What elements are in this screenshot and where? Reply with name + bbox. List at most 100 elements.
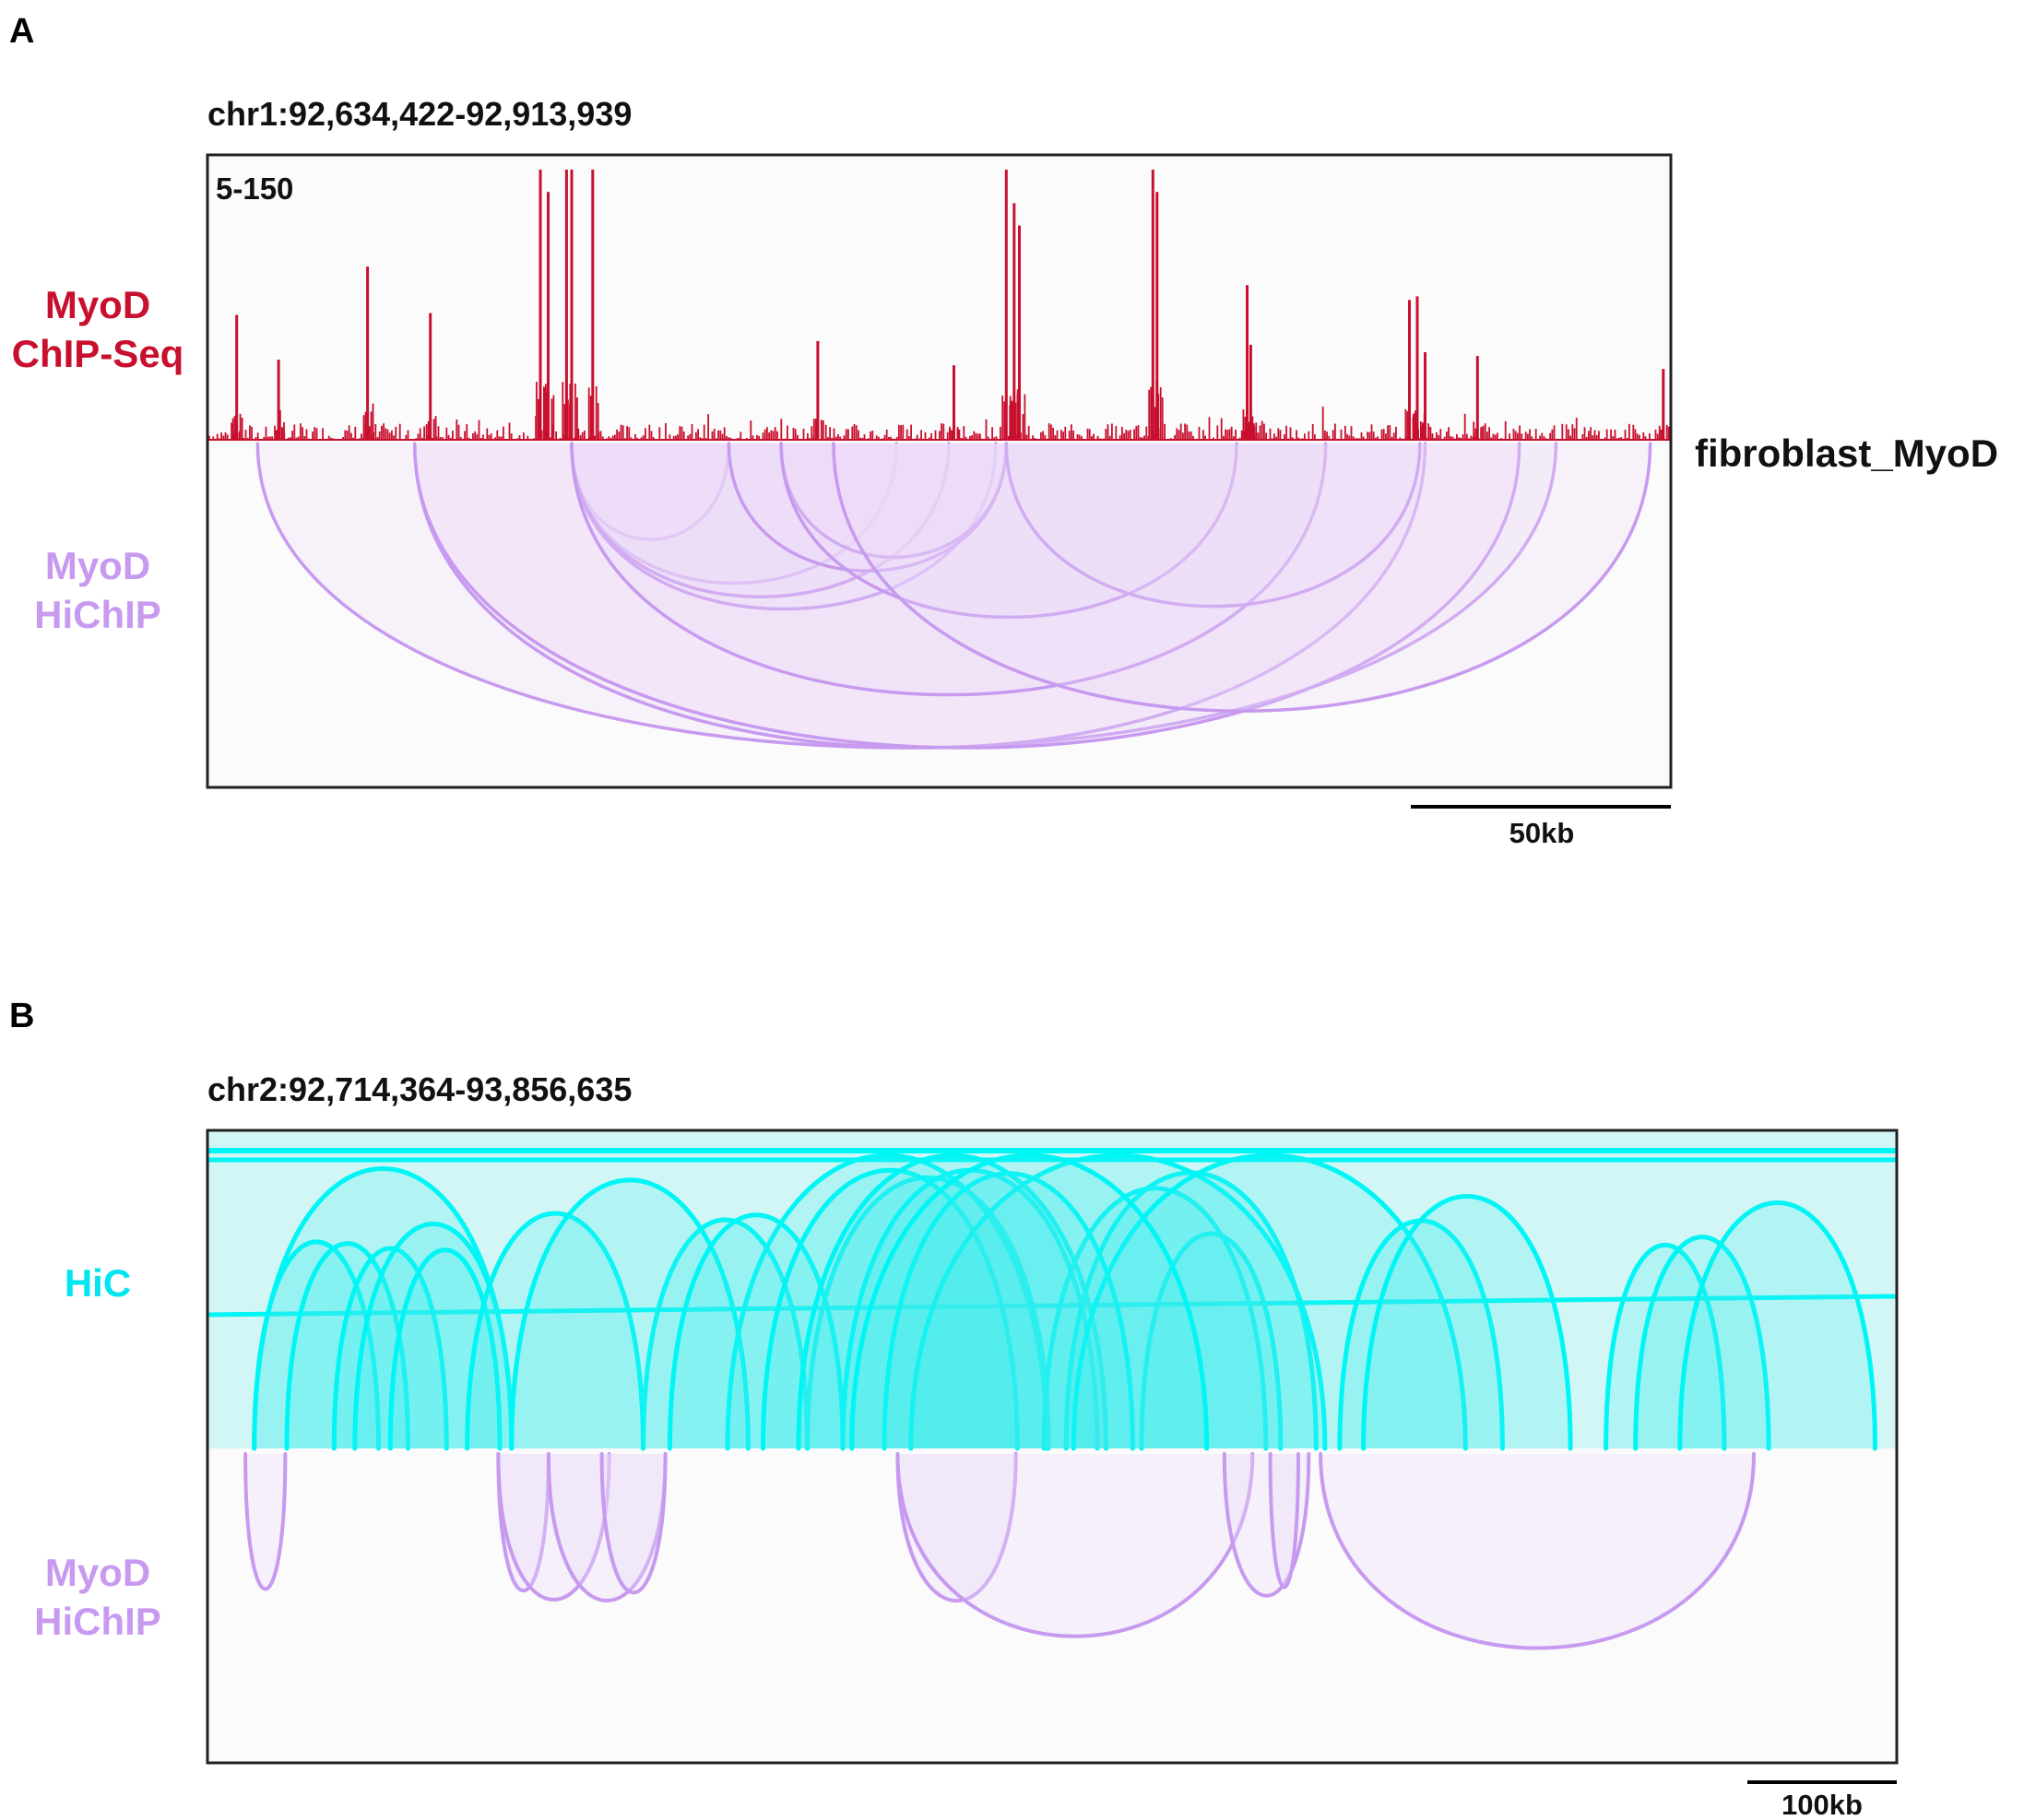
hic-arc-fill <box>1679 1202 1876 1448</box>
chip-noise-bar <box>835 436 837 440</box>
chip-noise-bar <box>1462 434 1464 440</box>
chip-noise-bar <box>482 434 484 440</box>
hichip-arc-b-fill <box>897 1454 1016 1601</box>
chip-noise-bar <box>1626 437 1628 440</box>
hichip-arcs-b <box>243 1452 1756 1650</box>
chip-noise-bar <box>1269 428 1272 440</box>
chip-noise-bar <box>626 426 628 440</box>
chip-peak-shoulder <box>1422 422 1425 440</box>
chip-noise-bar <box>987 436 989 440</box>
chip-peak-shoulder <box>1251 416 1254 440</box>
chip-noise-bar <box>1225 429 1226 440</box>
chip-noise-bar <box>863 434 866 440</box>
chip-noise-bar <box>1549 432 1551 440</box>
chip-noise-bar <box>756 434 758 440</box>
chip-noise-bar <box>510 433 513 440</box>
chip-peak-shoulder <box>432 419 435 440</box>
chip-noise-bar <box>249 425 251 440</box>
chip-peak-shoulder <box>434 416 437 440</box>
chip-peak <box>564 170 568 440</box>
chip-peak-shoulder <box>1482 428 1485 440</box>
chip-noise-bar <box>405 434 408 440</box>
hichip-arc-a-fill <box>781 443 1237 618</box>
hichip-arc-a-fill <box>781 443 1007 558</box>
chip-noise-bar <box>1514 431 1517 440</box>
chip-noise-bar <box>398 423 401 440</box>
chip-noise-bar <box>342 436 344 440</box>
chip-peak-shoulder <box>372 403 374 440</box>
chip-noise-bar <box>508 422 511 440</box>
chip-noise-bar <box>295 437 298 440</box>
chip-noise-bar <box>699 437 702 440</box>
chip-noise-bar <box>1399 437 1402 440</box>
chip-noise-bar <box>1391 436 1393 440</box>
hic-label: HiC <box>65 1261 131 1305</box>
chip-peak-shoulder <box>958 430 961 440</box>
chip-noise-bar <box>1052 427 1054 440</box>
chip-noise-bar <box>1375 437 1377 440</box>
chip-noise-bar <box>478 420 480 440</box>
chip-noise-bar <box>1590 427 1592 440</box>
chip-peak-shoulder <box>425 424 428 440</box>
chip-noise-bar <box>302 427 303 440</box>
hichip-arc-b-fill <box>245 1454 286 1590</box>
chip-noise-bar <box>900 425 902 440</box>
chip-noise-bar <box>1275 436 1277 440</box>
chip-noise-bar <box>1125 430 1128 440</box>
hic-arc <box>331 1246 449 1451</box>
chip-noise-bar <box>315 428 318 440</box>
chip-noise-bar <box>1072 431 1074 440</box>
chip-noise-bar <box>293 424 296 440</box>
chip-peak-shoulder <box>814 419 817 440</box>
chip-noise-bar <box>208 435 210 440</box>
hic-arc-fill <box>843 1170 1097 1448</box>
chip-noise-bar <box>1115 426 1118 440</box>
chip-peak-shoulder <box>362 415 365 440</box>
chip-noise-bar <box>1220 418 1223 440</box>
hic-arc <box>352 1222 515 1451</box>
chip-noise-bar <box>1488 427 1490 440</box>
hic-arc-fill <box>884 1173 1133 1448</box>
chip-noise-bar <box>1656 433 1659 440</box>
hichip-arc-a-fill <box>257 443 1557 748</box>
chip-peak-shoulder <box>812 419 815 440</box>
chip-noise-bar <box>1179 423 1182 440</box>
chip-noise-bar <box>993 437 996 440</box>
chip-noise-bar <box>691 424 693 440</box>
chip-noise-bar <box>254 437 257 440</box>
hichip-arc-a <box>412 442 1521 750</box>
chip-noise-bar <box>1634 429 1637 440</box>
chip-noise-bar <box>1612 436 1615 440</box>
chip-noise-bar <box>1289 427 1292 440</box>
chip-noise-bar <box>1263 423 1265 440</box>
chip-noise-bar <box>1340 429 1343 440</box>
chip-peak-shoulder <box>1011 402 1013 440</box>
chip-noise-bar <box>1529 429 1531 440</box>
chip-peak-shoulder <box>1016 394 1019 440</box>
chip-noise-bar <box>449 437 452 440</box>
chip-noise-bar <box>1190 431 1192 440</box>
chip-noise-bar <box>1228 429 1231 440</box>
scalebar-b-label: 100kb <box>1782 1789 1863 1820</box>
chip-peak-shoulder <box>820 420 823 440</box>
chip-noise-bar <box>723 427 726 440</box>
chip-noise-bar <box>611 435 614 440</box>
chip-noise-bar <box>327 435 330 440</box>
chip-noise-bar <box>916 434 918 440</box>
hic-arc <box>796 1152 1108 1451</box>
chip-peak-shoulder <box>576 397 578 440</box>
chip-noise-bar <box>354 426 357 440</box>
hic-arc <box>1139 1231 1284 1451</box>
hic-arc <box>387 1247 503 1451</box>
hichip-label-a-line2: HiChIP <box>34 593 161 636</box>
chip-noise-bar <box>658 427 661 440</box>
chip-noise-bar <box>1032 435 1034 440</box>
hic-arc-fill <box>254 1168 512 1448</box>
chip-noise-bar <box>1145 426 1148 440</box>
chip-noise-bar <box>713 428 716 440</box>
panel-b: B chr2:92,714,364-93,856,635 HiC MyoD Hi… <box>9 997 1899 1820</box>
chip-noise-bar <box>1524 431 1527 440</box>
chip-noise-bar <box>452 431 454 440</box>
chip-noise-bar <box>305 429 308 440</box>
